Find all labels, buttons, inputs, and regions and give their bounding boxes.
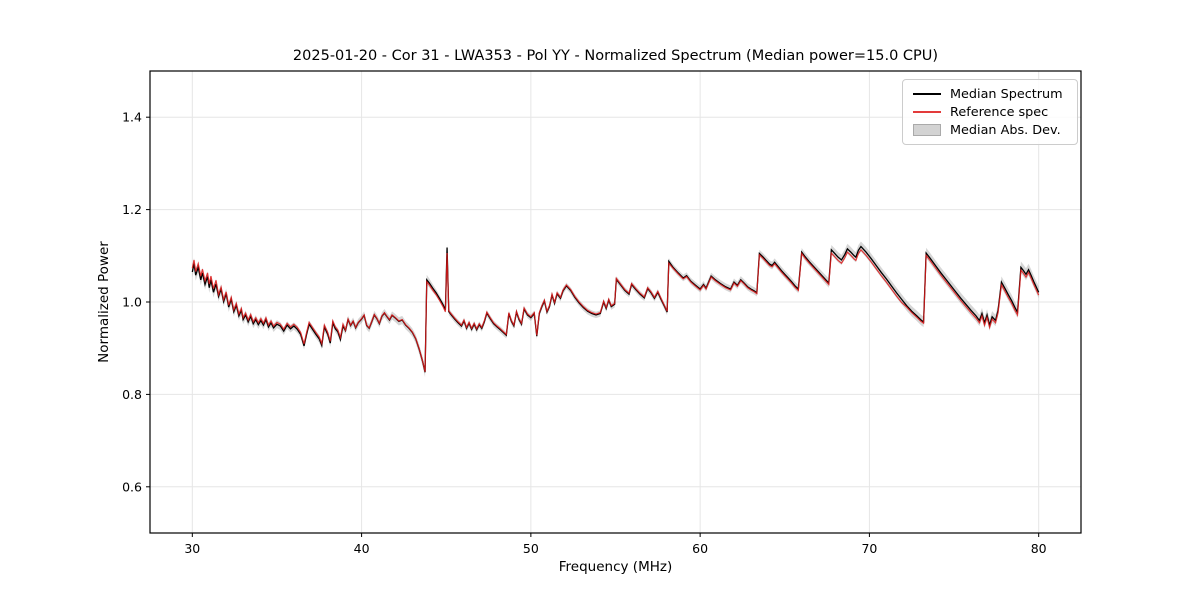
x-tick-label: 60 (692, 541, 708, 556)
x-tick-label: 40 (354, 541, 370, 556)
gridlines (150, 71, 1081, 533)
chart-title: 2025-01-20 - Cor 31 - LWA353 - Pol YY - … (292, 48, 939, 64)
mad-band (192, 241, 1039, 378)
legend-label: Median Spectrum (950, 86, 1063, 102)
legend-item-mad: Median Abs. Dev. (913, 121, 1069, 139)
median-line-swatch (913, 93, 941, 95)
y-tick-label: 0.8 (122, 387, 142, 402)
legend-label: Median Abs. Dev. (950, 122, 1061, 138)
legend-item-reference-spec: Reference spec (913, 103, 1069, 121)
x-tick-label: 70 (861, 541, 877, 556)
y-tick-label: 0.6 (122, 479, 142, 494)
tick-labels: 30 40 50 60 70 80 0.6 0.8 1.0 1.2 1.4 (122, 110, 1047, 556)
x-axis-label: Frequency (MHz) (558, 559, 673, 575)
x-tick-label: 80 (1031, 541, 1047, 556)
reference-line-swatch (913, 111, 941, 113)
x-tick-label: 50 (523, 541, 539, 556)
y-tick-label: 1.2 (122, 202, 142, 217)
y-tick-label: 1.4 (122, 110, 142, 125)
legend-item-median-spectrum: Median Spectrum (913, 85, 1069, 103)
legend: Median Spectrum Reference spec Median Ab… (902, 79, 1078, 145)
axis-ticks (146, 116, 1040, 537)
reference-spec-line (191, 248, 1040, 372)
mad-patch-swatch (913, 124, 941, 136)
y-axis-label: Normalized Power (96, 241, 112, 363)
x-tick-label: 30 (184, 541, 200, 556)
legend-label: Reference spec (950, 104, 1049, 120)
y-tick-label: 1.0 (122, 295, 142, 310)
